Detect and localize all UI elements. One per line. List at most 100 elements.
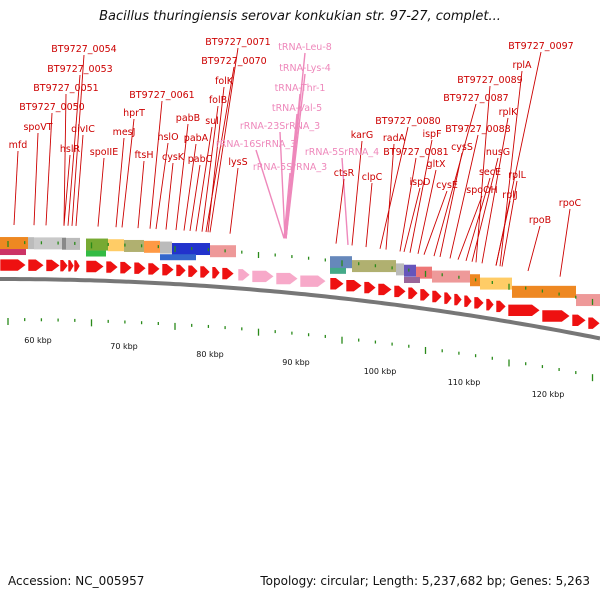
leader-line (457, 195, 483, 260)
feature-band (144, 240, 160, 253)
feature-band (0, 237, 28, 250)
gene-arrow (73, 259, 81, 273)
leader-line (385, 143, 395, 250)
gene-arrow (275, 272, 299, 285)
gene-label: tRNA-Leu-8 (278, 42, 332, 53)
gene-label: BT9727_0071 (205, 37, 270, 48)
feature-band (172, 243, 210, 256)
leader-line (527, 225, 541, 272)
gene-arrow (329, 277, 345, 291)
gene-arrow (587, 316, 600, 330)
scale-label: 110 kbp (448, 378, 481, 387)
leader-line (423, 190, 448, 255)
scale-label: 100 kbp (364, 367, 397, 376)
leader-line (495, 200, 511, 266)
gene-arrow (161, 263, 175, 276)
gene-label: BT9727_0050 (19, 102, 84, 113)
label-leader-lines (13, 47, 571, 277)
scale-labels: 60 kbp 70 kbp 80 kbp 90 kbp 100 kbp 110 kbp 12… (24, 336, 564, 399)
gene-arrow (345, 279, 363, 292)
gene-label: tRNA-Lys-4 (279, 63, 331, 74)
leader-line (501, 180, 518, 267)
gene-label: rRNA-16SrRNA_3 (216, 139, 296, 150)
leader-line (403, 187, 421, 253)
gene-arrow (299, 274, 327, 288)
leader-line (13, 150, 19, 226)
gene-label: spoIIE (90, 147, 118, 158)
gene-arrow (393, 285, 407, 298)
leader-line (399, 157, 417, 252)
gene-labels: BT9727_0054 BT9727_0053 BT9727_0051 BT9727_… (9, 37, 582, 226)
leader-line (284, 113, 298, 239)
feature-band (396, 263, 404, 276)
gene-label: hslO (157, 132, 178, 143)
gene-arrow (237, 268, 251, 282)
gene-label: ctsR (334, 168, 355, 179)
gene-label: BT9727_0097 (508, 41, 573, 52)
leader-line (45, 112, 53, 226)
gene-label: lysS (228, 157, 247, 168)
gene-label: tRNA-Thr-1 (275, 83, 326, 94)
feature-bands (0, 237, 600, 307)
feature-band (86, 250, 106, 257)
map-title: Bacillus thuringiensis serovar konkukian… (99, 9, 501, 24)
gene-label: rplL (508, 170, 527, 181)
leader-line (165, 162, 174, 230)
gene-arrows (0, 258, 600, 330)
gene-label: BT9727_0081 (383, 147, 448, 158)
gene-arrow (453, 293, 463, 306)
leader-line (335, 178, 345, 244)
leader-line (67, 74, 81, 226)
genome-backbone (0, 277, 600, 341)
gene-arrow (431, 290, 443, 303)
leader-line (283, 172, 291, 239)
gene-arrow (377, 283, 393, 296)
gene-arrow (45, 259, 61, 272)
gene-label: mesJ (113, 127, 136, 138)
scale-label: 90 kbp (282, 358, 310, 367)
feature-band (404, 264, 416, 277)
leader-line (255, 149, 285, 239)
gene-label: rRNA-5SrRNA_4 (305, 147, 379, 158)
gene-label: pabB (176, 113, 200, 124)
gene-arrow (175, 264, 187, 277)
gene-arrow (407, 286, 419, 300)
feature-band (0, 249, 26, 256)
leader-line (341, 157, 349, 246)
gene-arrow (119, 261, 133, 274)
leader-line (351, 140, 363, 246)
feature-band (576, 294, 600, 307)
leader-line (33, 132, 39, 226)
gene-label: hslR (60, 144, 81, 155)
leader-line (175, 123, 189, 231)
scale-label: 80 kbp (196, 350, 224, 359)
gene-arrow (463, 294, 473, 308)
feature-band (512, 285, 576, 298)
gene-label: BT9727_0088 (445, 124, 510, 135)
gene-arrow (485, 298, 495, 311)
leader-line (189, 164, 201, 232)
gene-label: BT9727_0061 (129, 90, 194, 101)
leader-line (209, 47, 239, 233)
feature-band (404, 277, 420, 284)
gene-arrow (221, 267, 235, 280)
gene-arrow (147, 262, 161, 276)
leader-line (475, 85, 491, 263)
feature-band (28, 237, 34, 250)
gene-label: rpoC (559, 198, 582, 209)
leader-line (499, 70, 523, 267)
gene-arrow (363, 281, 377, 294)
gene-label: hprT (123, 108, 145, 119)
gene-label: pabA (184, 133, 209, 144)
gene-label: BT9727_0070 (201, 56, 266, 67)
gene-arrow (211, 266, 221, 279)
gene-label: sul (205, 116, 219, 127)
gene-arrow (187, 264, 199, 278)
gene-arrow (199, 265, 211, 279)
gene-label: BT9727_0053 (47, 64, 112, 75)
scale-ticks (7, 241, 594, 382)
feature-band (34, 237, 62, 250)
gene-label: rRNA-5SrRNA_3 (253, 162, 327, 173)
leader-line (195, 126, 213, 232)
